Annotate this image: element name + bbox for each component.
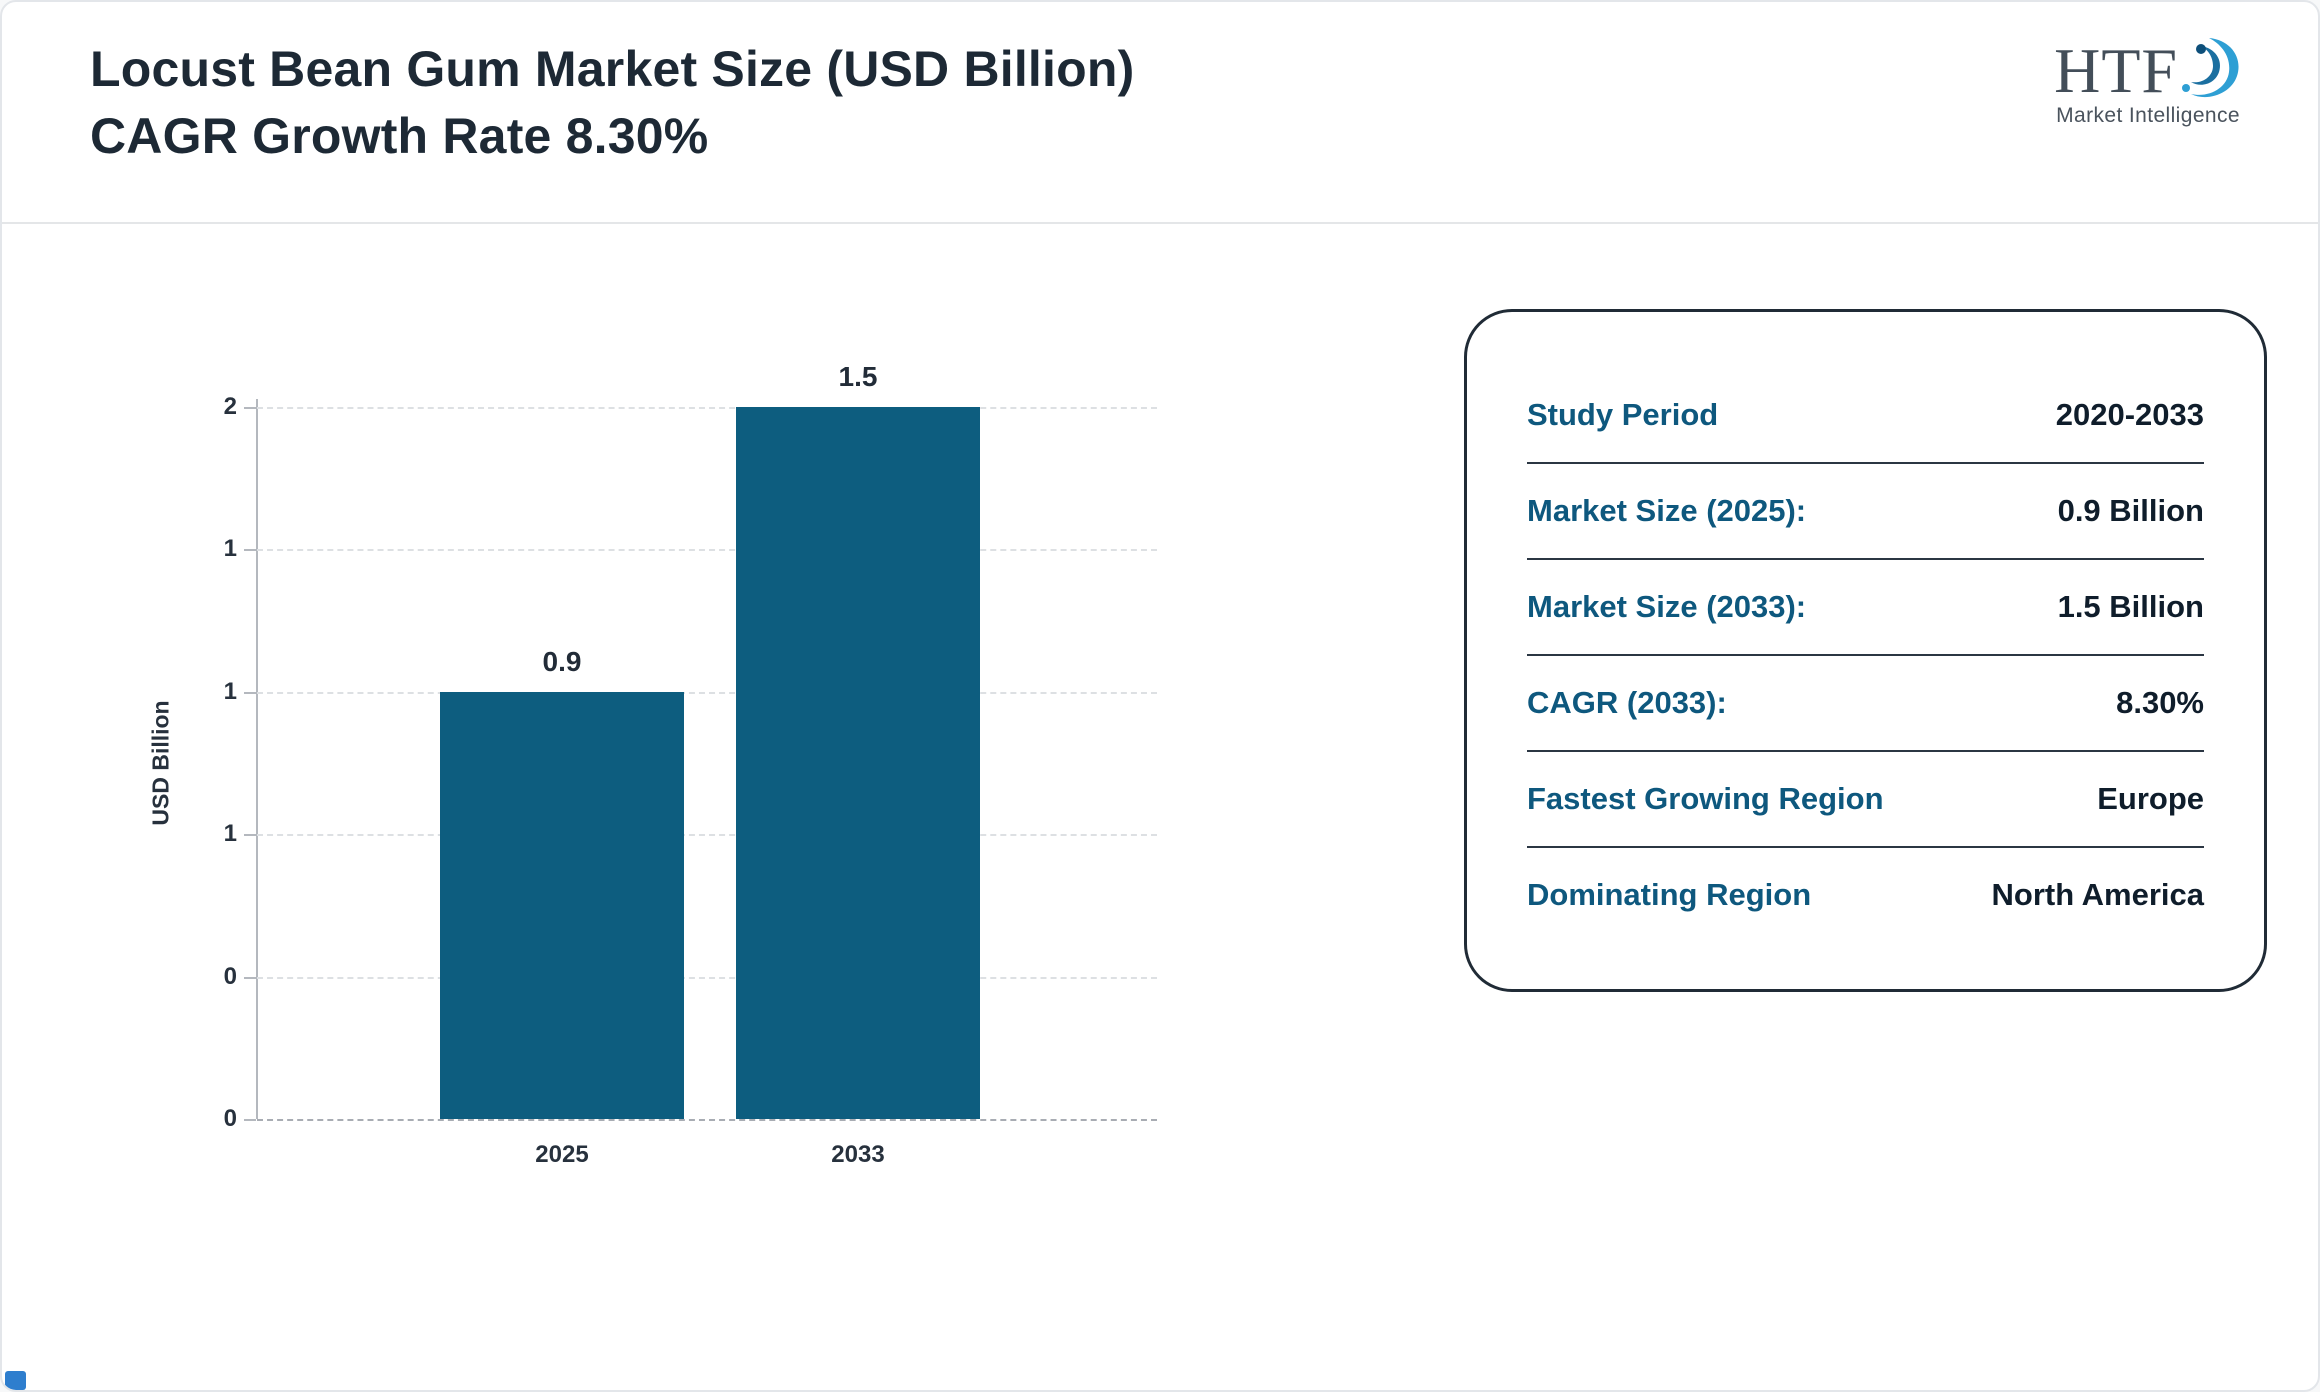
- gridline: [244, 834, 1157, 837]
- x-tick-2025: 2025: [535, 1141, 589, 1168]
- header: Locust Bean Gum Market Size (USD Billion…: [2, 2, 2318, 224]
- y-tick-label: 1: [223, 820, 237, 848]
- summary-row-value: North America: [1991, 877, 2204, 912]
- page-title: Locust Bean Gum Market Size (USD Billion…: [90, 36, 1134, 170]
- summary-row-label: CAGR (2033):: [1527, 685, 1727, 720]
- logo-subtext: Market Intelligence: [2056, 104, 2240, 127]
- y-tick-label: 2: [223, 393, 237, 420]
- summary-row: Market Size (2025): 0.9 Billion: [1527, 464, 2204, 560]
- brand-logo: HTF Market Intelligence: [2054, 35, 2242, 128]
- bar-value-label-2033: 1.5: [838, 361, 878, 392]
- summary-card-rows: Study Period 2020-2033 Market Size (2025):…: [1527, 368, 2204, 942]
- bar-2033: 1.5: [736, 361, 980, 1119]
- summary-row-label: Market Size (2033):: [1527, 589, 1807, 624]
- summary-row-value: Europe: [2097, 781, 2204, 816]
- gridline: [244, 407, 1157, 409]
- logo-row: HTF: [2054, 35, 2242, 106]
- summary-row-label: Study Period: [1527, 397, 1719, 432]
- logo-text: HTF: [2054, 35, 2178, 106]
- summary-row: Study Period 2020-2033: [1527, 368, 2204, 464]
- y-axis-title: USD Billion: [147, 700, 174, 826]
- logo-swoosh-icon: [2182, 38, 2239, 98]
- summary-row: CAGR (2033): 8.30%: [1527, 656, 2204, 752]
- summary-row: Market Size (2033): 1.5 Billion: [1527, 560, 2204, 656]
- gridline: [244, 691, 1157, 694]
- x-axis-line: [244, 1119, 1157, 1121]
- summary-card: Study Period 2020-2033 Market Size (2025):…: [1464, 309, 2267, 992]
- bar-chart: USD Billion 0.9 1.5 2025 2033 2 1 1 1 0 0: [148, 361, 1157, 1168]
- gridline: [244, 976, 1157, 979]
- y-tick-label: 0: [223, 1105, 237, 1132]
- summary-row-label: Fastest Growing Region: [1527, 781, 1884, 816]
- y-axis-line: [256, 399, 258, 1119]
- y-tick-label: 0: [223, 962, 237, 990]
- y-tick-label: 1: [223, 677, 237, 705]
- summary-row-value: 0.9 Billion: [2057, 493, 2204, 528]
- summary-row-value: 8.30%: [2116, 685, 2204, 720]
- summary-row-label: Market Size (2025):: [1527, 493, 1807, 528]
- gridline: [244, 549, 1157, 552]
- y-tick-label: 1: [223, 535, 237, 563]
- summary-row-value: 2020-2033: [2055, 397, 2204, 432]
- summary-row-value: 1.5 Billion: [2057, 589, 2204, 624]
- bar-2025: 0.9: [440, 646, 684, 1119]
- summary-row: Dominating Region North America: [1527, 848, 2204, 942]
- x-tick-2033: 2033: [831, 1141, 885, 1168]
- bar-value-label-2025: 0.9: [542, 645, 582, 677]
- summary-row: Fastest Growing Region Europe: [1527, 752, 2204, 848]
- title-line-1: Locust Bean Gum Market Size (USD Billion…: [90, 41, 1135, 97]
- title-line-2: CAGR Growth Rate 8.30%: [90, 108, 709, 164]
- corner-accent: [5, 1371, 26, 1390]
- summary-row-label: Dominating Region: [1527, 877, 1812, 912]
